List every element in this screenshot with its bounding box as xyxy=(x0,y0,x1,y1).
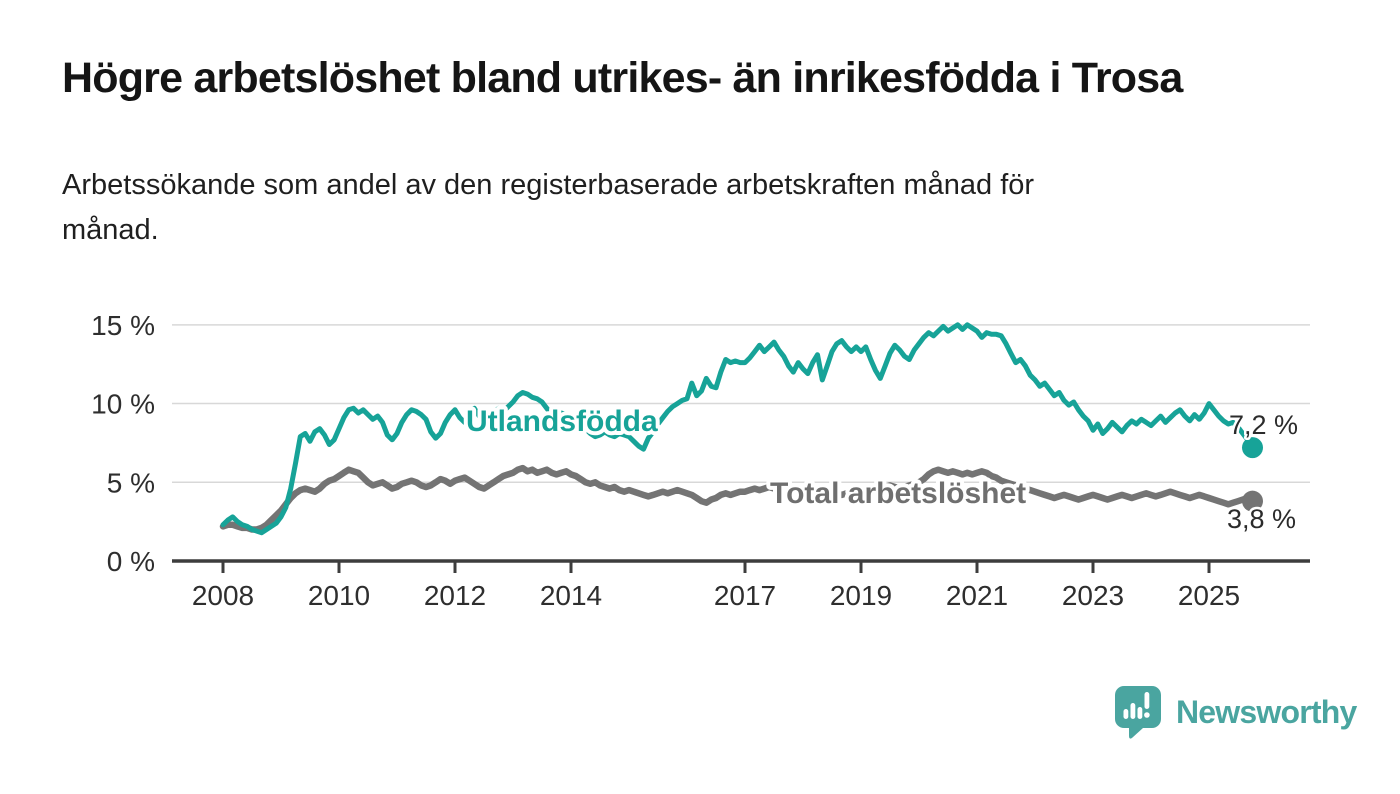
series-line-utlandsfodda xyxy=(220,322,1255,536)
x-axis-label-2014: 2014 xyxy=(540,580,602,611)
x-axis-label-2017: 2017 xyxy=(714,580,776,611)
y-axis-label-0: 0 % xyxy=(107,546,155,577)
end-dot-utlandsfodda xyxy=(1242,437,1263,459)
x-axis-label-2008: 2008 xyxy=(192,580,254,611)
newsworthy-logo-text: Newsworthy xyxy=(1176,694,1357,730)
y-axis-label-15: 15 % xyxy=(91,310,155,341)
x-axis-label-2025: 2025 xyxy=(1178,580,1240,611)
x-axis-label-2019: 2019 xyxy=(830,580,892,611)
x-axis-label-2010: 2010 xyxy=(308,580,370,611)
bar-chart-bar-2 xyxy=(1130,703,1136,719)
bar-chart-bar-1 xyxy=(1123,709,1129,719)
x-axis-label-2023: 2023 xyxy=(1062,580,1124,611)
series-label-total-arbetsloshet: Total arbetslöshet xyxy=(770,477,1026,510)
end-value-label-total-arbetsloshet: 3,8 % xyxy=(1227,504,1296,534)
series-label-utlandsfodda: Utlandsfödda xyxy=(466,405,658,438)
newsworthy-logo: Newsworthy xyxy=(1113,684,1357,741)
newsworthy-logo-icon xyxy=(1115,686,1161,739)
end-value-label-utlandsfodda: 7,2 % xyxy=(1229,410,1298,440)
exclamation-bar xyxy=(1144,692,1150,709)
series-line-total-arbetsloshet xyxy=(219,464,1256,533)
page-title: Högre arbetslöshet bland utrikes- än inr… xyxy=(62,54,1183,102)
x-axis-label-2021: 2021 xyxy=(946,580,1008,611)
y-axis-label-5: 5 % xyxy=(107,467,155,498)
exclamation-dot xyxy=(1144,712,1150,718)
page-subtitle: Arbetssökande som andel av den registerb… xyxy=(62,169,1035,246)
bar-chart-bar-3 xyxy=(1137,707,1143,719)
y-axis-label-10: 10 % xyxy=(91,389,155,420)
end-dot-total-arbetsloshet xyxy=(1242,490,1263,512)
x-axis-label-2012: 2012 xyxy=(424,580,486,611)
